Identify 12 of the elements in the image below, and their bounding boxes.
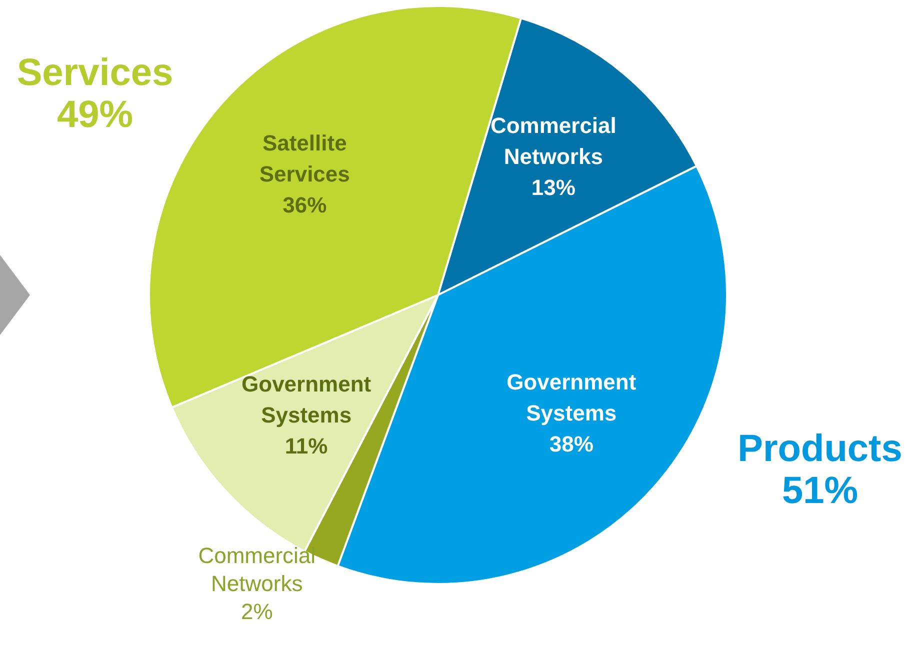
text: Services 49% — [16, 52, 174, 136]
slice-label: Commercial Networks — [198, 542, 316, 596]
slice-label: Commercial Networks — [490, 113, 616, 170]
data-label: 11% — [284, 434, 328, 459]
slice-label: Satellite Services — [259, 130, 350, 186]
data-label: 38% — [549, 432, 594, 457]
data-label: 2% — [240, 598, 273, 624]
slice-label: Government Systems — [506, 370, 637, 426]
text: Products 51% — [736, 428, 904, 512]
data-label: 36% — [282, 192, 327, 218]
data-label: 13% — [531, 175, 576, 200]
slice-label: Government Systems — [242, 372, 372, 428]
